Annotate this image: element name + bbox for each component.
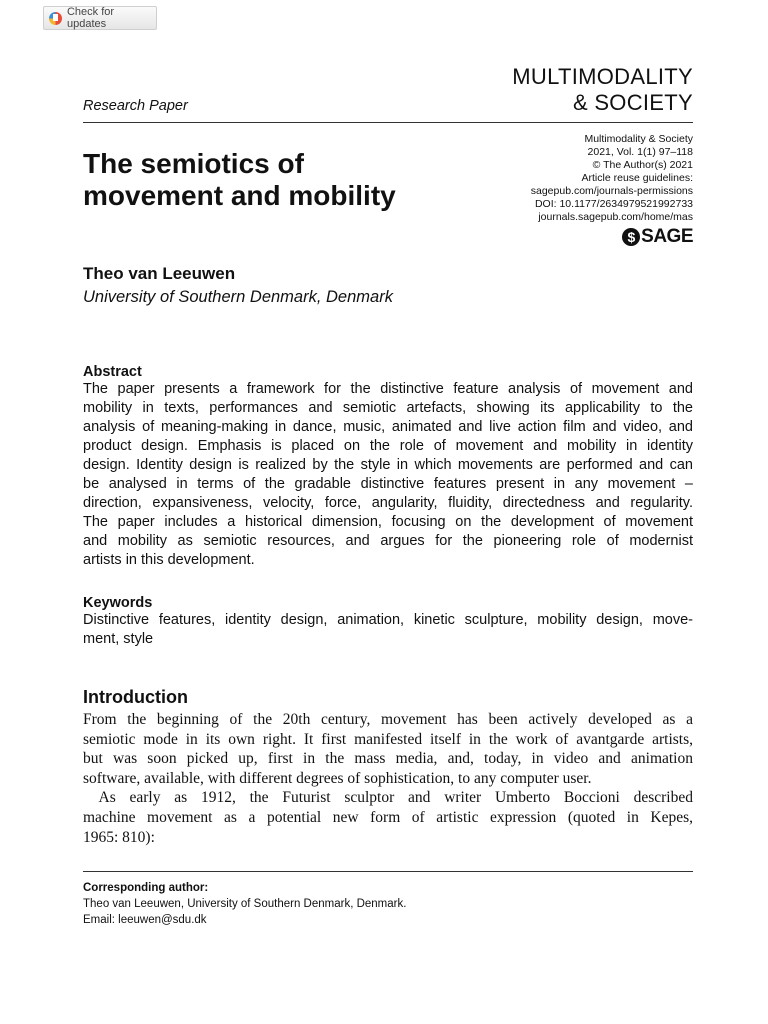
abstract-line: artists in this development.: [83, 552, 255, 568]
corresponding-author-footnote: Corresponding author: Theo van Leeuwen, …: [83, 880, 406, 928]
metadata-line: DOI: 10.1177/2634979521992733: [534, 198, 693, 210]
sage-logo: $ SAGE: [622, 226, 693, 248]
abstract-line: The paper presents a framework for the d…: [83, 381, 693, 397]
metadata-line: © The Author(s) 2021: [592, 159, 693, 171]
introduction-text: From the beginning of the 20th century, …: [83, 710, 693, 847]
keywords-text: Distinctive features, identity design, a…: [83, 611, 693, 649]
abstract-line: The paper includes a historical dimensio…: [83, 514, 693, 530]
journal-name: MULTIMODALITY & SOCIETY: [512, 64, 693, 116]
abstract-heading: Abstract: [83, 364, 142, 380]
keywords-section: Keywords Distinctive features, identity …: [83, 595, 693, 649]
body-line: machine movement as a potential new form…: [83, 808, 693, 826]
article-type: Research Paper: [83, 98, 188, 114]
body-line: As early as 1912, the Futurist sculptor …: [83, 789, 694, 807]
check-for-updates-button[interactable]: Check for updates: [43, 6, 157, 30]
abstract-line: product design. Emphasis is placed on th…: [83, 438, 693, 454]
article-metadata: Multimodality & Society 2021, Vol. 1(1) 9…: [531, 133, 693, 224]
abstract-line: analysis of meaning-making in dance, mus…: [83, 419, 693, 435]
author-affiliation: University of Southern Denmark, Denmark: [83, 288, 393, 306]
check-for-updates-label: Check for updates: [66, 6, 115, 30]
check-for-updates-icon: [49, 11, 62, 25]
metadata-line: Multimodality & Society: [584, 133, 693, 145]
metadata-line: sagepub.com/journals-permissions: [530, 185, 693, 197]
title-line: movement and mobility: [83, 180, 396, 211]
body-line: From the beginning of the 20th century, …: [83, 711, 693, 728]
footnote-heading: Corresponding author:: [83, 882, 209, 894]
body-line: semiotic mode in its own right. It first…: [83, 730, 693, 748]
abstract-section: Abstract The paper presents a framework …: [83, 364, 693, 570]
keywords-line: Distinctive features, identity design, a…: [83, 612, 693, 628]
abstract-line: be analysed in terms of the gradable dis…: [83, 476, 693, 492]
journal-name-line: & SOCIETY: [572, 90, 693, 115]
body-line: software, available, with different degr…: [83, 769, 592, 787]
abstract-text: The paper presents a framework for the d…: [83, 380, 693, 570]
metadata-line: 2021, Vol. 1(1) 97–118: [587, 146, 693, 158]
introduction-heading: Introduction: [83, 687, 188, 707]
footnote-email[interactable]: Email: leeuwen@sdu.dk: [83, 914, 207, 926]
metadata-line: Article reuse guidelines:: [581, 172, 693, 184]
abstract-line: design. Identity design is realized by t…: [83, 457, 693, 473]
footnote-divider: [83, 871, 693, 872]
abstract-line: and mobility as semiotic resources, and …: [83, 533, 693, 549]
keywords-heading: Keywords: [83, 595, 153, 611]
title-line: The semiotics of: [83, 148, 304, 179]
footnote-affiliation: Theo van Leeuwen, University of Southern…: [83, 898, 407, 910]
article-title: The semiotics of movement and mobility: [83, 148, 396, 212]
body-line: 1965: 810):: [83, 828, 155, 846]
abstract-line: direction, expansiveness, velocity, forc…: [83, 495, 693, 511]
body-line: but was soon picked up, first in the mas…: [83, 750, 693, 768]
keywords-line: ment, style: [83, 631, 154, 647]
metadata-line: journals.sagepub.com/home/mas: [538, 211, 693, 223]
abstract-line: mobility in texts, performances and semi…: [83, 400, 693, 416]
journal-name-line: MULTIMODALITY: [512, 64, 693, 89]
author-name: Theo van Leeuwen: [83, 264, 236, 283]
sage-s-icon: $: [622, 228, 641, 246]
header-divider: [83, 122, 693, 123]
